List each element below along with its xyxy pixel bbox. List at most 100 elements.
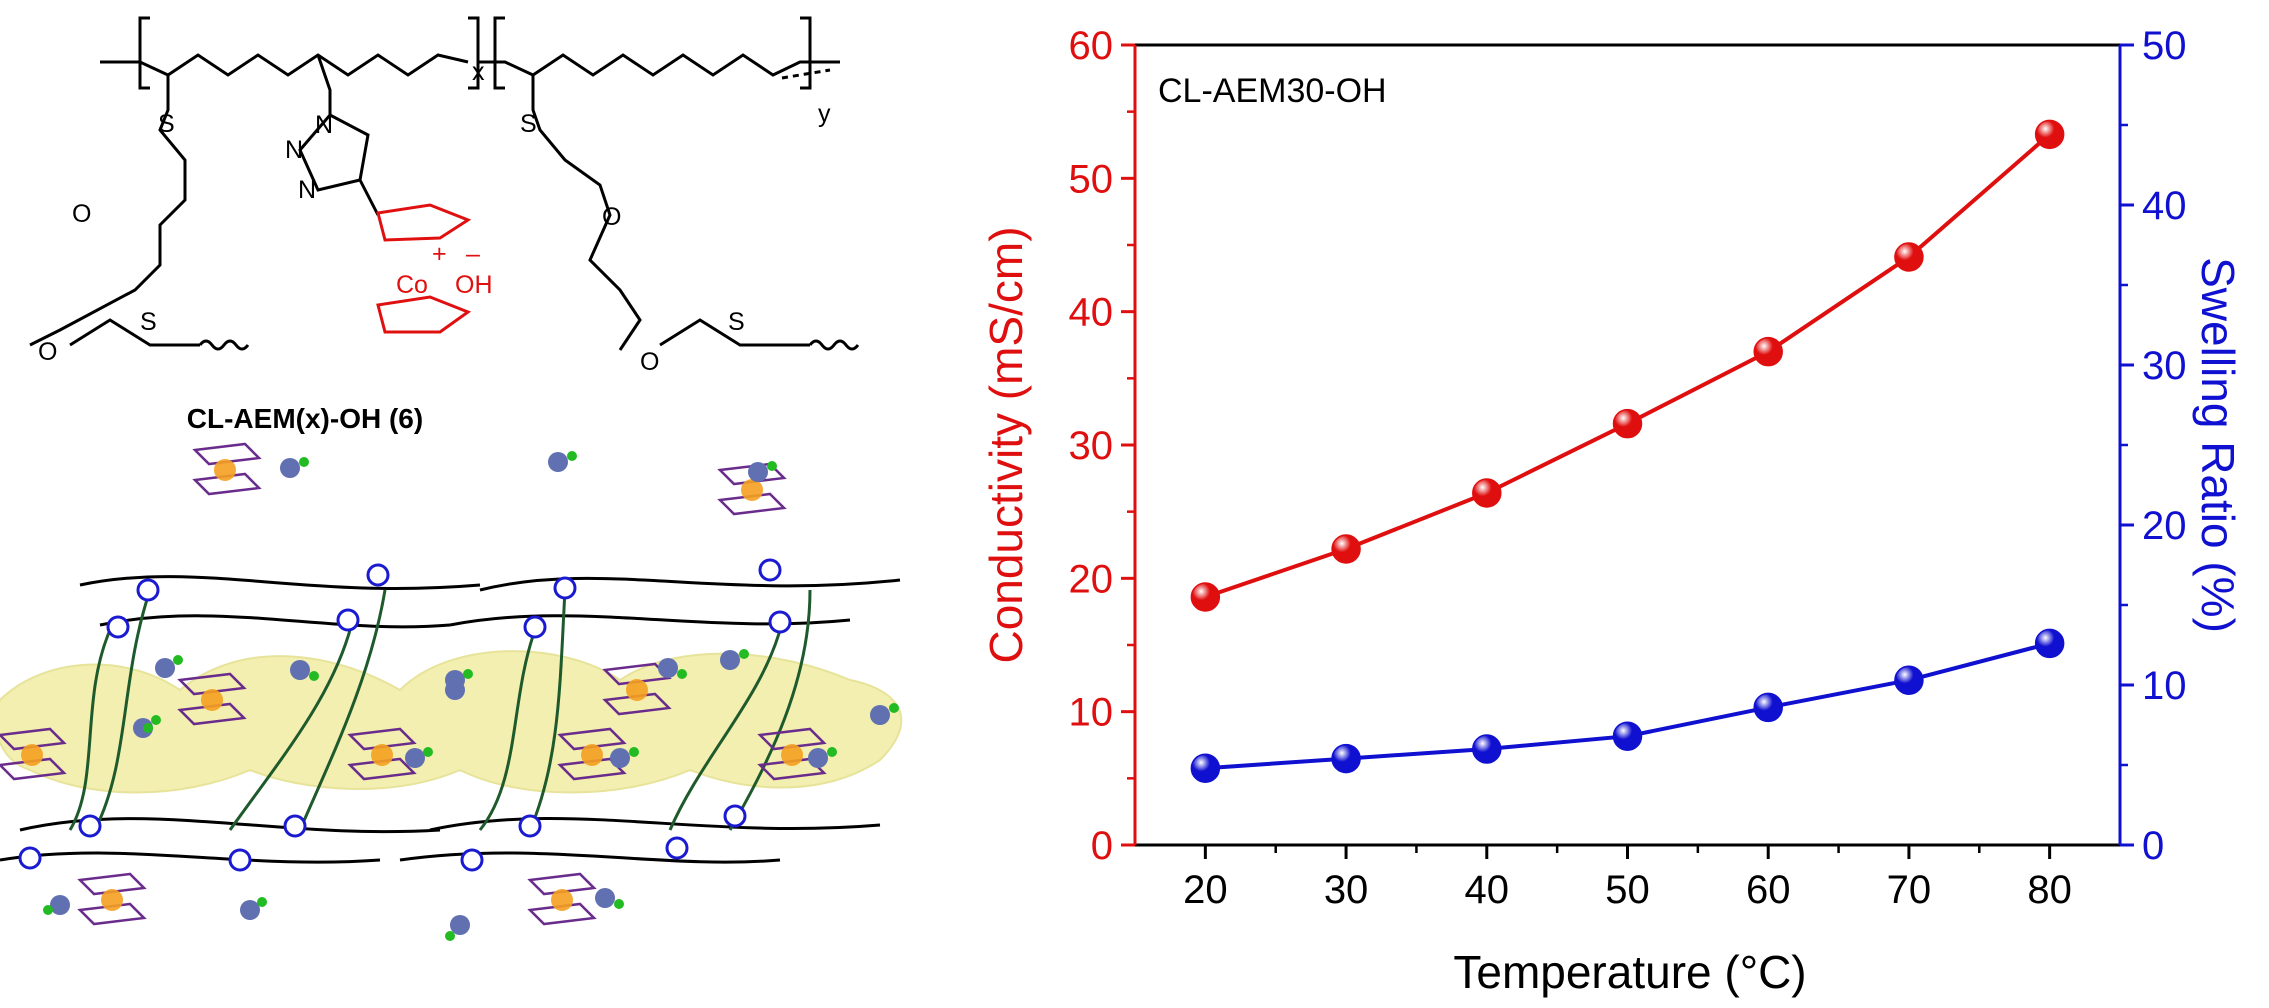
bracket-right-y <box>800 16 812 90</box>
triazole-linker <box>316 54 332 115</box>
y-axis-left-title: Conductivity (mS/cm) <box>980 226 1032 663</box>
left-tick-label-0: 0 <box>1091 824 1113 868</box>
end-dashed-bond <box>781 68 831 80</box>
crosslinker-7 <box>668 629 782 831</box>
right-tick-label-40: 40 <box>2142 184 2187 228</box>
morphology-schematic <box>0 442 903 941</box>
crosslink-wave-1 <box>198 339 250 351</box>
crosslinker-8 <box>728 589 812 831</box>
atom-s-3: S <box>520 110 537 138</box>
right-axis: 0 10 20 30 40 50 <box>2118 24 2187 868</box>
chain-bottom-2 <box>429 817 881 832</box>
thioether-chain-2 <box>531 75 642 351</box>
atom-s-1: S <box>158 110 175 138</box>
atom-s-4: S <box>728 308 745 336</box>
atom-o-3: O <box>602 203 621 231</box>
point-right-70 <box>1894 665 1924 695</box>
cation-plus: + <box>432 240 447 268</box>
ionic-domain <box>0 650 903 794</box>
linker-nodes <box>18 558 792 872</box>
point-right-30 <box>1331 743 1361 774</box>
cyclopentadienyl-top <box>376 203 472 242</box>
point-left-70 <box>1894 242 1924 272</box>
atom-n-1: N <box>315 111 333 139</box>
series-layer <box>1190 119 2065 783</box>
point-left-30 <box>1331 534 1361 564</box>
anion-minus: – <box>466 240 480 268</box>
series-line-left <box>1204 132 2051 599</box>
crosslinker-1 <box>68 629 112 831</box>
chain-top-1 <box>79 575 481 590</box>
scheme-panel: S O O S N N N S O O S x y Co + – OH CL-A… <box>0 16 903 941</box>
ferrocene-unit <box>376 203 472 334</box>
cobalt-cores <box>21 459 803 911</box>
hydroxide-label: OH <box>455 271 493 299</box>
right-tick-label-0: 0 <box>2142 824 2164 868</box>
cyclopentadienyl-bottom <box>376 295 472 334</box>
left-tick-label-10: 10 <box>1069 691 1114 735</box>
bracket-left-y <box>493 16 505 90</box>
point-right-40 <box>1472 734 1502 764</box>
point-left-60 <box>1753 336 1783 367</box>
x-tick-label-20: 20 <box>1183 868 1228 912</box>
polymer-chains <box>0 575 901 864</box>
right-tick-label-20: 20 <box>2142 504 2187 548</box>
chain-top-3 <box>99 614 451 629</box>
point-left-80 <box>2034 119 2065 150</box>
thioether-end-2 <box>659 318 810 347</box>
triazole-ring <box>298 113 370 192</box>
chain-bottom-1 <box>19 817 441 834</box>
chain-bottom-3 <box>0 851 381 864</box>
compound-label: CL-AEM(x)-OH (6) <box>187 403 423 434</box>
left-axis: 0 10 20 30 40 50 60 <box>1069 24 1137 868</box>
conductivity-swelling-chart: 0 10 20 30 40 50 60 0 10 20 30 40 50 20 30 40 50 60 70 80… <box>980 24 2244 998</box>
bracket-left-x <box>138 16 150 90</box>
bracket-right-x <box>468 16 480 90</box>
point-left-50 <box>1612 408 1643 439</box>
x-axis: 20 30 40 50 60 70 80 <box>1183 845 2072 912</box>
crosslinker-4 <box>298 589 387 831</box>
left-tick-label-60: 60 <box>1069 24 1114 68</box>
left-tick-label-40: 40 <box>1069 291 1114 335</box>
atom-o-1: O <box>72 200 91 228</box>
chemical-structure <box>29 16 860 351</box>
chain-top-2 <box>479 576 901 592</box>
crosslinkers <box>68 589 812 831</box>
point-right-20 <box>1190 753 1221 783</box>
backbone-y <box>478 53 840 77</box>
hydroxide-ions <box>43 451 899 941</box>
x-tick-label-70: 70 <box>1887 868 1932 912</box>
point-right-60 <box>1753 692 1783 723</box>
chart-annotation: CL-AEM30-OH <box>1158 72 1387 110</box>
left-tick-label-20: 20 <box>1069 557 1114 601</box>
atom-o-4: O <box>640 348 659 376</box>
x-axis-title: Temperature (°C) <box>1453 946 1806 998</box>
thioether-end-1 <box>69 318 200 347</box>
point-left-40 <box>1472 478 1502 508</box>
repeat-y-label: y <box>818 100 831 128</box>
right-tick-label-10: 10 <box>2142 664 2187 708</box>
right-tick-label-30: 30 <box>2142 344 2187 388</box>
atom-n-2: N <box>285 136 303 164</box>
left-tick-label-50: 50 <box>1069 157 1114 201</box>
repeat-x-label: x <box>472 58 485 86</box>
point-left-20 <box>1190 582 1221 612</box>
x-tick-label-50: 50 <box>1605 868 1650 912</box>
atom-o-2: O <box>38 338 57 366</box>
point-right-50 <box>1612 721 1643 751</box>
crosslinker-3 <box>228 629 352 831</box>
crosslinker-6 <box>528 589 567 831</box>
atom-n-3: N <box>298 176 316 204</box>
right-tick-label-50: 50 <box>2142 24 2187 68</box>
crosslinker-2 <box>93 589 152 831</box>
crosslink-wave-2 <box>808 339 860 351</box>
thioether-chain-1 <box>29 75 187 347</box>
crosslinker-5 <box>478 629 537 831</box>
left-tick-label-30: 30 <box>1069 424 1114 468</box>
triazole-ferrocene-bond <box>358 179 380 216</box>
x-tick-label-40: 40 <box>1465 868 1510 912</box>
backbone-x <box>100 53 469 77</box>
y-axis-right-title: Swelling Ratio (%) <box>2192 257 2244 633</box>
x-tick-label-30: 30 <box>1324 868 1369 912</box>
atom-s-2: S <box>140 308 157 336</box>
